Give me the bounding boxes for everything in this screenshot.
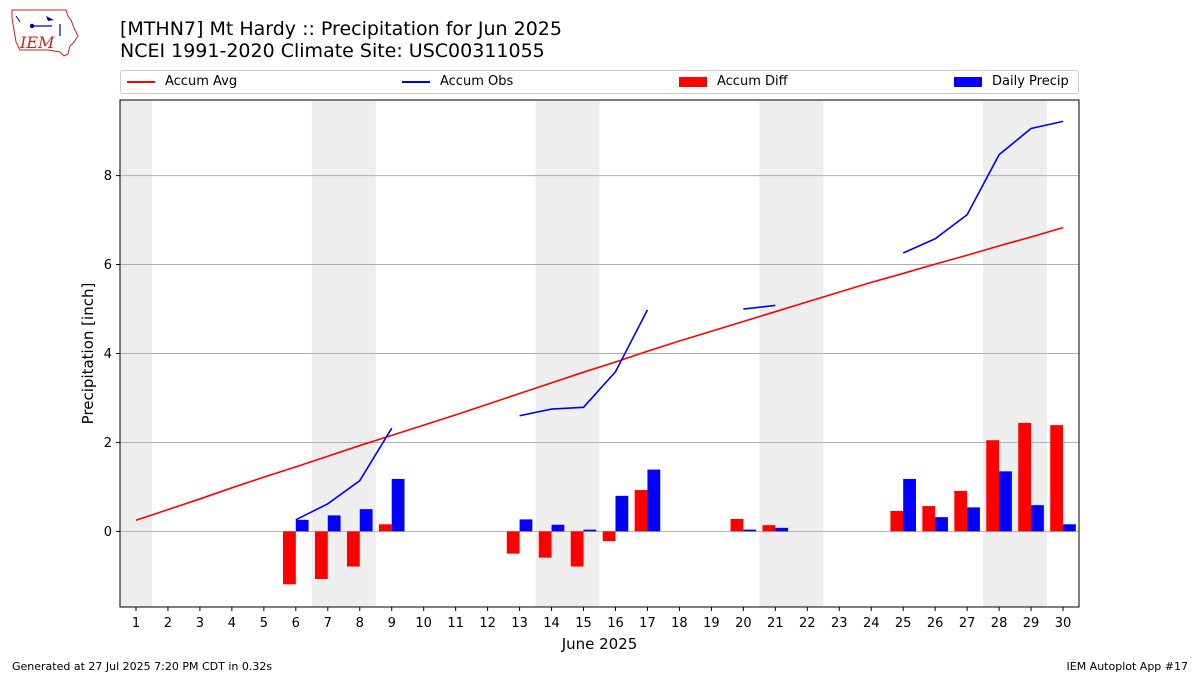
y-tick-label: 4 xyxy=(104,347,112,362)
x-tick-label: 24 xyxy=(863,616,880,631)
daily-precip-bar xyxy=(327,515,341,532)
daily-precip-bar xyxy=(647,469,661,532)
x-tick-label: 19 xyxy=(703,616,720,631)
accum-diff-bar xyxy=(538,531,552,558)
svg-text:IEM: IEM xyxy=(19,33,55,52)
x-tick-label: 6 xyxy=(292,616,300,631)
legend-label: Daily Precip xyxy=(992,74,1069,89)
accum-diff-bar xyxy=(890,510,904,532)
accum-diff-bar xyxy=(378,524,392,532)
legend-item-accum-avg: Accum Avg xyxy=(127,74,237,89)
x-tick-label: 13 xyxy=(511,616,528,631)
accum-diff-bar xyxy=(954,490,968,532)
accum-diff-bar xyxy=(1050,425,1064,532)
x-tick-label: 25 xyxy=(895,616,912,631)
accum-diff-bar xyxy=(314,531,328,579)
legend-swatch xyxy=(954,76,982,87)
x-tick-label: 23 xyxy=(831,616,848,631)
x-tick-label: 26 xyxy=(927,616,944,631)
x-tick-label: 16 xyxy=(607,616,624,631)
accum-diff-bar xyxy=(730,518,744,532)
footer-app: IEM Autoplot App #17 xyxy=(1066,660,1189,673)
x-tick-label: 2 xyxy=(164,616,172,631)
chart-title: [MTHN7] Mt Hardy :: Precipitation for Ju… xyxy=(120,18,562,40)
x-tick-label: 4 xyxy=(228,616,236,631)
x-tick-label: 22 xyxy=(799,616,816,631)
x-tick-label: 15 xyxy=(575,616,592,631)
legend: Accum Avg Accum Obs Accum Diff Daily Pre… xyxy=(120,70,1079,94)
daily-precip-bar xyxy=(1031,505,1044,532)
x-tick-label: 3 xyxy=(196,616,204,631)
x-tick-label: 12 xyxy=(479,616,496,631)
x-tick-label: 21 xyxy=(767,616,784,631)
x-tick-label: 7 xyxy=(324,616,332,631)
daily-precip-bar xyxy=(551,524,565,532)
daily-precip-bar xyxy=(1063,524,1076,532)
accum-obs-line xyxy=(902,120,1064,254)
accum-avg-line xyxy=(135,226,1064,522)
y-tick-label: 6 xyxy=(104,258,112,273)
daily-precip-bar xyxy=(519,519,533,532)
accum-diff-bar xyxy=(602,531,616,542)
chart-subtitle: NCEI 1991-2020 Climate Site: USC00311055 xyxy=(120,40,545,62)
legend-label: Accum Avg xyxy=(165,74,238,89)
x-tick-label: 20 xyxy=(735,616,752,631)
daily-precip-bar xyxy=(999,471,1012,532)
accum-diff-bar xyxy=(283,531,296,585)
footer-generated: Generated at 27 Jul 2025 7:20 PM CDT in … xyxy=(12,660,273,673)
x-tick-label: 10 xyxy=(415,616,432,631)
legend-item-accum-diff: Accum Diff xyxy=(679,74,788,89)
accum-diff-bar xyxy=(634,490,648,532)
x-tick-label: 28 xyxy=(991,616,1008,631)
daily-precip-bar xyxy=(359,509,373,532)
x-tick-label: 11 xyxy=(447,616,464,631)
daily-precip-bar xyxy=(967,507,980,532)
y-tick-label: 8 xyxy=(104,169,112,184)
x-tick-label: 17 xyxy=(639,616,656,631)
accum-obs-line xyxy=(519,309,649,417)
legend-item-daily-precip: Daily Precip xyxy=(954,74,1069,89)
accum-diff-bar xyxy=(346,531,360,567)
daily-precip-bar xyxy=(935,517,948,532)
x-tick-label: 9 xyxy=(388,616,396,631)
x-axis-label: June 2025 xyxy=(561,635,638,653)
x-tick-label: 8 xyxy=(356,616,364,631)
daily-precip-bar xyxy=(615,495,629,532)
legend-swatch xyxy=(679,76,707,87)
x-tick-label: 18 xyxy=(671,616,688,631)
legend-label: Accum Diff xyxy=(717,74,788,89)
accum-diff-bar xyxy=(570,531,584,567)
x-tick-label: 14 xyxy=(543,616,560,631)
y-tick-label: 2 xyxy=(104,436,112,451)
x-tick-label: 30 xyxy=(1055,616,1072,631)
daily-precip-bar xyxy=(775,527,789,532)
plot-frame xyxy=(119,99,1080,608)
x-tick-label: 1 xyxy=(132,616,140,631)
daily-precip-bar xyxy=(583,529,597,532)
daily-precip-bar xyxy=(743,529,757,532)
y-tick-label: 0 xyxy=(104,525,112,540)
legend-label: Accum Obs xyxy=(440,74,514,89)
x-tick-label: 29 xyxy=(1023,616,1040,631)
accum-diff-bar xyxy=(1018,422,1032,532)
accum-obs-line xyxy=(743,304,776,310)
x-tick-label: 27 xyxy=(959,616,976,631)
daily-precip-bar xyxy=(903,478,916,532)
legend-swatch xyxy=(402,80,430,83)
daily-precip-bar xyxy=(391,478,405,532)
accum-diff-bar xyxy=(922,506,936,532)
legend-item-accum-obs: Accum Obs xyxy=(402,74,513,89)
daily-precip-bar xyxy=(295,519,309,532)
x-tick-label: 5 xyxy=(260,616,268,631)
accum-diff-bar xyxy=(506,531,520,554)
accum-diff-bar xyxy=(986,440,1000,532)
y-axis-label: Precipitation [inch] xyxy=(79,283,97,425)
iem-logo: IEM xyxy=(11,9,79,57)
legend-swatch xyxy=(127,80,155,83)
accum-obs-line xyxy=(295,427,393,521)
accum-diff-bar xyxy=(762,525,776,532)
